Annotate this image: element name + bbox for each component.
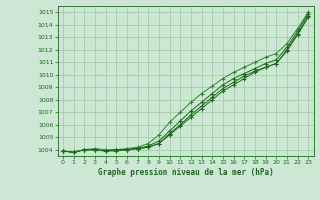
X-axis label: Graphe pression niveau de la mer (hPa): Graphe pression niveau de la mer (hPa) xyxy=(98,168,274,177)
